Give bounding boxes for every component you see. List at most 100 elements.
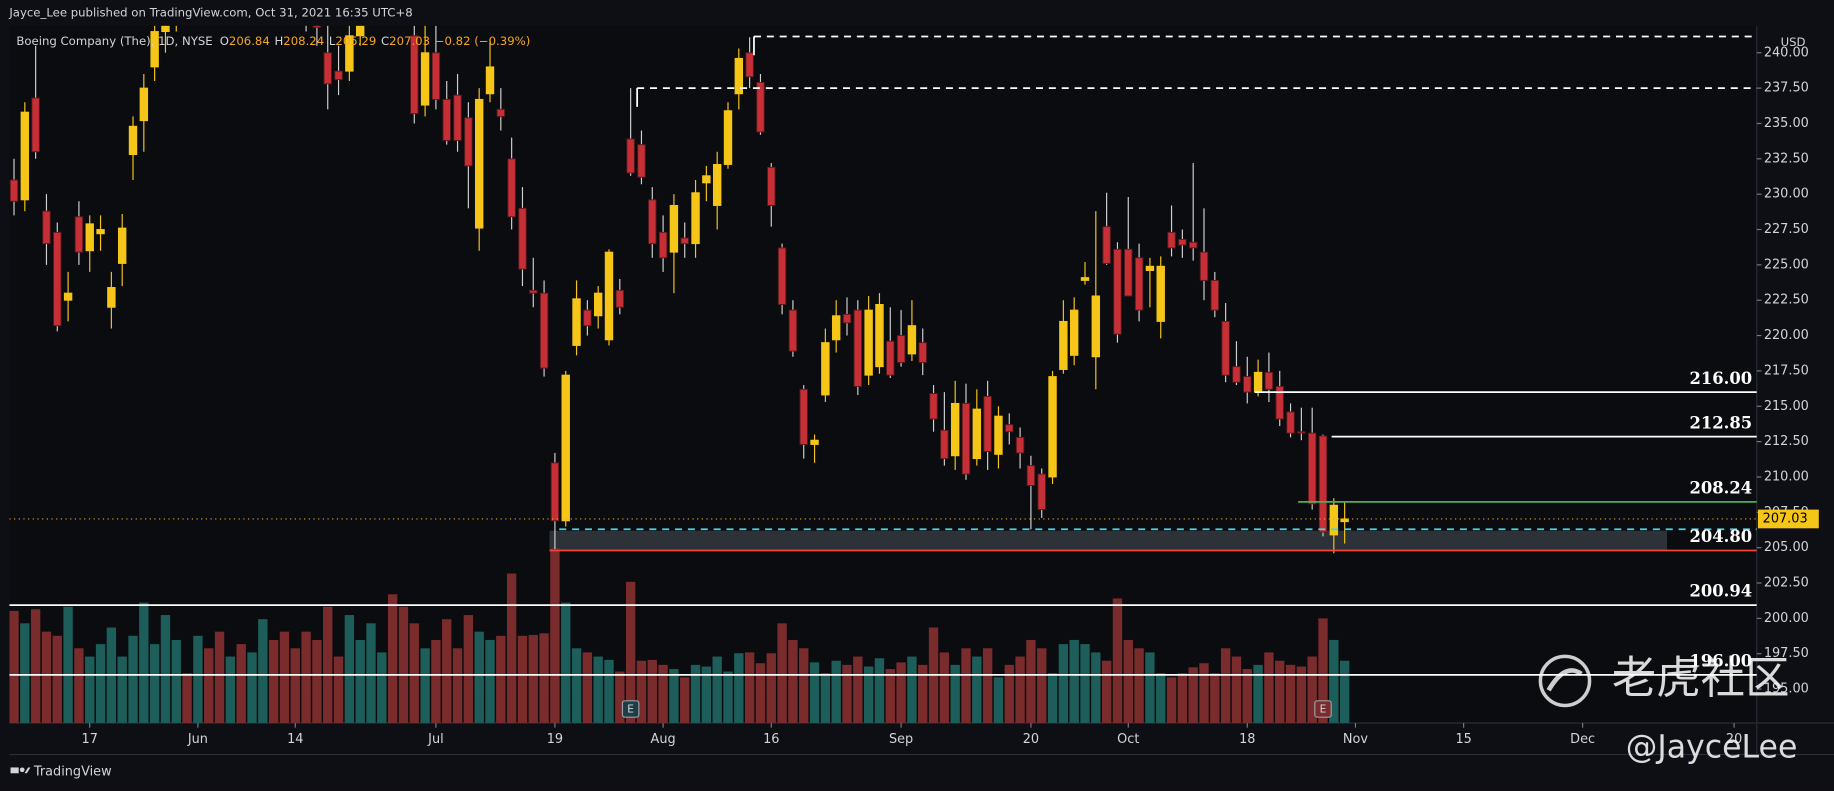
volume-bar: [1112, 598, 1123, 723]
candle-body: [1232, 366, 1241, 383]
candle-body: [734, 57, 744, 95]
candle-body: [1069, 309, 1079, 356]
legend-value: 206.84: [229, 34, 270, 48]
candle-body: [745, 52, 754, 78]
candle-body: [561, 374, 570, 522]
volume-bar: [41, 631, 52, 723]
candle-body: [723, 110, 733, 165]
volume-bar: [1318, 618, 1328, 723]
volume-bar: [258, 619, 268, 723]
candle-body: [853, 309, 863, 387]
candle-body: [572, 298, 581, 346]
candle-body: [518, 207, 527, 270]
x-tick-label: Jul: [427, 732, 444, 747]
volume-bar: [182, 673, 192, 723]
volume-bar: [30, 609, 41, 723]
x-tick-label: Nov: [1343, 732, 1368, 747]
volume-bar: [550, 548, 560, 723]
volume-bar: [236, 644, 246, 723]
volume-bar: [474, 631, 484, 723]
candle-body: [334, 70, 343, 81]
candle-body: [42, 210, 51, 245]
volume-bar: [809, 662, 820, 723]
volume-bar: [1015, 656, 1025, 723]
x-tick-label: 20: [1023, 732, 1039, 747]
candle-body: [918, 342, 927, 363]
candle-body: [1102, 226, 1111, 264]
level-label: 212.85: [1690, 413, 1753, 432]
candle-body: [1080, 277, 1090, 281]
volume-bar: [1156, 673, 1166, 723]
volume-bar: [1264, 652, 1274, 723]
candle-body: [1059, 320, 1068, 370]
candle-body: [648, 199, 657, 245]
volume-bar: [214, 631, 225, 723]
candle-body: [983, 395, 992, 452]
y-tick-label: 200.00: [1764, 611, 1809, 626]
volume-bar: [225, 656, 236, 723]
x-tick-label: 17: [82, 732, 98, 747]
volume-bar: [593, 656, 603, 723]
candle-body: [431, 52, 441, 100]
volume-bar: [431, 639, 441, 723]
volume-bar: [63, 606, 73, 723]
candle-body: [994, 415, 1003, 455]
volume-bar: [204, 648, 214, 723]
volume-bar: [755, 663, 766, 723]
x-tick-label: Aug: [651, 732, 676, 747]
volume-bar: [712, 656, 722, 723]
candle-body: [420, 52, 430, 106]
candle-body: [1243, 376, 1252, 393]
volume-bar: [863, 666, 874, 723]
candle-body: [312, 25, 322, 28]
y-tick-label: 210.00: [1764, 469, 1809, 484]
candle-body: [669, 205, 679, 253]
volume-bar: [463, 615, 474, 723]
volume-bar: [1199, 663, 1209, 723]
volume-bar: [993, 677, 1004, 723]
volume-bar: [528, 634, 538, 723]
candle-body: [323, 52, 332, 85]
candle-body: [1113, 248, 1122, 335]
y-tick-label: 202.50: [1764, 576, 1809, 591]
x-tick-label: Sep: [889, 732, 913, 747]
candle-body: [929, 393, 938, 420]
y-tick-label: 230.00: [1764, 187, 1809, 202]
x-tick-label: 18: [1239, 732, 1255, 747]
candle-body: [1167, 231, 1176, 249]
earnings-label: E: [627, 704, 634, 716]
volume-bar: [290, 648, 300, 723]
candle-body: [1134, 257, 1144, 311]
volume-bar: [939, 652, 950, 723]
volume-bar: [387, 594, 398, 723]
candle-body: [810, 439, 819, 445]
volume-bar: [171, 639, 181, 723]
y-tick-label: 220.00: [1764, 328, 1809, 343]
volume-bar: [874, 658, 885, 723]
volume-bar: [377, 652, 387, 723]
volume-bar: [1145, 652, 1155, 723]
candle-body: [626, 138, 635, 174]
volume-bar: [506, 573, 517, 723]
volume-bar: [669, 669, 679, 723]
publisher: Jayce_Lee published on TradingView.com, …: [8, 6, 412, 20]
y-tick-label: 222.50: [1764, 293, 1809, 308]
candle-body: [593, 292, 603, 317]
volume-bar: [517, 635, 528, 723]
candle-body: [85, 223, 94, 252]
volume-bar: [9, 610, 19, 723]
volume-bar: [1231, 656, 1242, 723]
volume-bar: [279, 631, 290, 723]
volume-bar: [398, 606, 409, 723]
volume-bar: [842, 664, 852, 723]
volume-bar: [539, 633, 549, 723]
x-tick-label: Oct: [1117, 732, 1139, 747]
candle-body: [767, 166, 776, 206]
candle-body: [355, 25, 365, 37]
level-label: 204.80: [1690, 527, 1753, 546]
candle-body: [107, 287, 116, 308]
candle-body: [842, 313, 852, 324]
volume-bar: [799, 648, 809, 723]
candle-body: [1329, 504, 1339, 536]
